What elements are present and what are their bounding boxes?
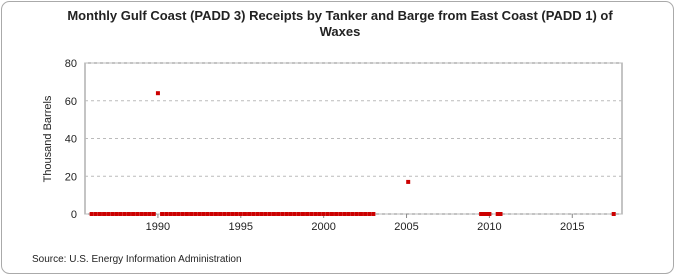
x-tick-label: 2015 [560,221,584,233]
point [213,212,218,216]
point [484,212,489,216]
point [487,212,492,216]
point [342,212,347,216]
point [106,212,111,216]
y-axis-label: Thousand Barrels [42,95,54,182]
point [276,212,281,216]
point [184,212,189,216]
point [334,212,339,216]
point [114,212,119,216]
point [164,212,169,216]
point [329,212,334,216]
point [313,212,318,216]
point [288,212,293,216]
point [118,212,123,216]
point [280,212,285,216]
point [296,212,301,216]
x-tick-label: 1990 [146,221,170,233]
point [325,212,330,216]
point [189,212,194,216]
point [238,212,243,216]
point [93,212,98,216]
source: Source: U.S. Energy Information Administ… [32,254,242,265]
point [168,212,173,216]
point [176,212,181,216]
point [305,212,310,216]
point [479,212,484,216]
y-tick-label: 80 [65,58,77,70]
point [155,91,160,96]
point [135,212,140,216]
point [611,212,616,216]
y-tick-label: 40 [65,134,77,146]
point [495,212,500,216]
point [230,212,235,216]
point [255,212,260,216]
point [354,212,359,216]
point [222,212,227,216]
point [292,212,297,216]
point [242,212,247,216]
point [126,212,131,216]
chart-title: Monthly Gulf Coast (PADD 3) Receipts by … [67,8,613,39]
point [271,212,276,216]
point [97,212,102,216]
point [481,212,486,216]
point [321,212,326,216]
point [209,212,214,216]
x-tick-label: 2010 [477,221,501,233]
point [247,212,252,216]
point [317,212,322,216]
point [300,212,305,216]
point [110,212,115,216]
point [251,212,256,216]
y-tick-label: 60 [65,96,77,108]
point [160,212,165,216]
point [498,212,503,216]
point [338,212,343,216]
point [197,212,202,216]
point [102,212,107,216]
point [406,179,411,184]
y-tick-label: 0 [71,209,77,221]
point [139,212,144,216]
point [122,212,127,216]
point [367,212,372,216]
point [180,212,185,216]
point [267,212,272,216]
point [363,212,368,216]
point [218,212,223,216]
point [263,212,268,216]
point [193,212,198,216]
x-tick-label: 2000 [311,221,335,233]
point [89,212,94,216]
point [201,212,206,216]
point [284,212,289,216]
point [131,212,136,216]
point [309,212,314,216]
point [143,212,148,216]
point [151,212,156,216]
point [147,212,152,216]
point [172,212,177,216]
x-tick-label: 1995 [229,221,253,233]
point [350,212,355,216]
point [226,212,231,216]
point [259,212,264,216]
y-tick-label: 20 [65,171,77,183]
point [234,212,239,216]
point [358,212,363,216]
point [205,212,210,216]
point [371,212,376,216]
point [346,212,351,216]
x-tick-label: 2005 [394,221,418,233]
